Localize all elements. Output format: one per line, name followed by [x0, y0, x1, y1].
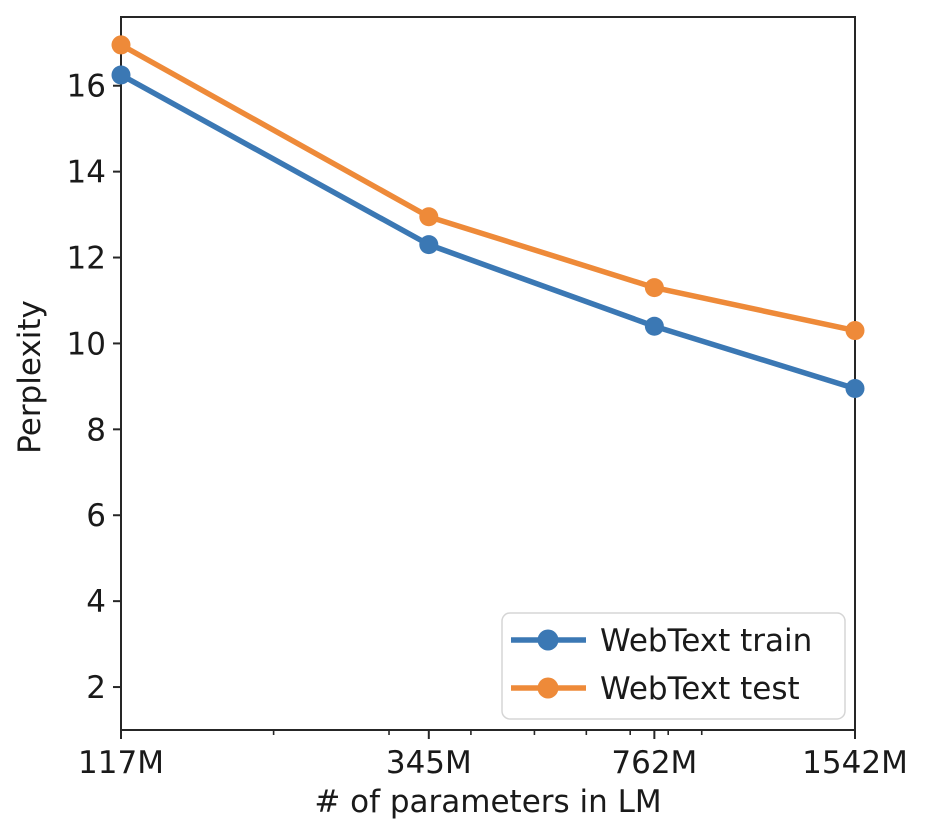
data-point-marker-webtext-train — [644, 316, 664, 336]
y-axis-label: Perplexity — [12, 300, 48, 454]
y-tick-label: 16 — [67, 69, 106, 105]
y-tick-label: 2 — [86, 670, 106, 706]
legend-sample-marker-webtext-train — [537, 629, 559, 651]
series-line-webtext-train — [119, 72, 856, 392]
plot-border — [120, 16, 856, 731]
series-line-webtext-test — [119, 42, 856, 334]
legend-item-webtext-train: WebText train — [511, 623, 812, 659]
y-tick-label: 10 — [67, 326, 106, 362]
y-tick-label: 12 — [67, 241, 106, 277]
data-point-marker-webtext-test — [111, 35, 131, 55]
y-tick-label: 4 — [86, 584, 106, 620]
legend-item-webtext-test: WebText test — [511, 671, 800, 707]
x-axis-label: # of parameters in LM — [314, 784, 661, 820]
data-point-marker-webtext-test — [419, 207, 439, 227]
data-point-marker-webtext-train — [419, 235, 439, 255]
x-tick-label: 1542M — [802, 745, 908, 781]
y-tick-label: 14 — [67, 155, 106, 191]
data-point-marker-webtext-test — [845, 321, 865, 341]
legend: WebText train WebText test — [501, 612, 846, 720]
series-webtext-test — [111, 35, 865, 341]
x-tick-label: 345M — [386, 745, 472, 781]
series-webtext-train — [111, 65, 865, 399]
data-point-marker-webtext-train — [111, 65, 131, 85]
x-tick-label: 762M — [611, 745, 697, 781]
legend-item-label: WebText test — [600, 671, 800, 707]
legend-sample-marker-webtext-test — [537, 677, 559, 699]
x-tick-label: 117M — [78, 745, 164, 781]
legend-box — [501, 612, 846, 720]
x-axis: 117M 345M 762M 1542M — [78, 730, 908, 781]
y-tick-label: 8 — [86, 412, 106, 448]
y-axis: 2 4 6 8 10 12 14 16 — [67, 69, 121, 706]
y-tick-label: 6 — [86, 498, 106, 534]
data-point-marker-webtext-test — [644, 278, 664, 298]
data-point-marker-webtext-train — [845, 379, 865, 399]
legend-item-label: WebText train — [600, 623, 812, 659]
